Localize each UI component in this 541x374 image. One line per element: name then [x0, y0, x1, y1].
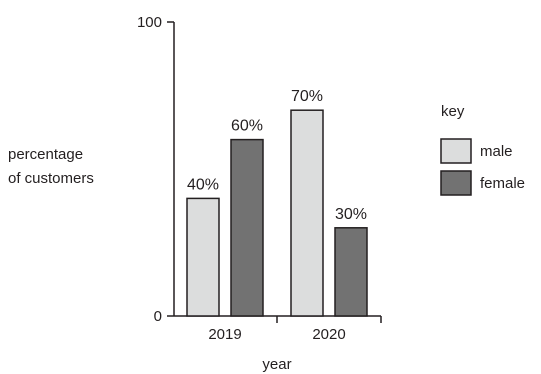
legend-label-female: female [480, 175, 525, 192]
legend-swatch-female [440, 170, 472, 196]
value-label-female-2019: 60% [231, 118, 263, 135]
bar-female-2020 [334, 227, 368, 317]
legend-label-male: male [480, 143, 513, 160]
y-axis-label-line-2: of customers [8, 170, 94, 187]
bar-male-2019 [186, 197, 220, 317]
bars: 40% 60% 70% 30% [186, 88, 368, 317]
legend-title: key [441, 103, 465, 120]
y-tick-label-0: 0 [154, 308, 162, 325]
bar-female-2019 [230, 138, 264, 317]
legend: key male female [440, 103, 525, 196]
y-axis-label-line-1: percentage [8, 146, 83, 163]
bar-male-2020 [290, 109, 324, 317]
x-tick-label-2020: 2020 [312, 326, 345, 343]
x-tick-labels: 2019 2020 [208, 326, 345, 343]
x-axis-label: year [262, 356, 291, 373]
value-label-male-2019: 40% [187, 176, 219, 193]
legend-swatch-male [440, 138, 472, 164]
value-label-male-2020: 70% [291, 88, 323, 105]
x-tick-label-2019: 2019 [208, 326, 241, 343]
y-tick-label-100: 100 [137, 14, 162, 31]
value-label-female-2020: 30% [335, 206, 367, 223]
